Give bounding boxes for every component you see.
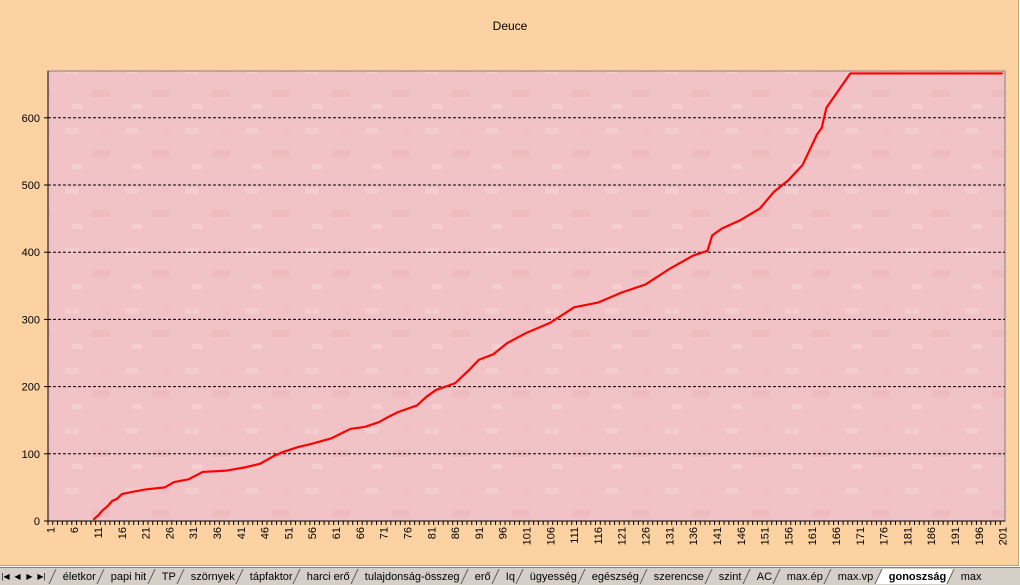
x-tick-label: 136 <box>688 527 700 545</box>
x-tick-label: 126 <box>641 527 653 545</box>
sheet-tab-label: TP <box>162 571 176 583</box>
plot-background <box>48 71 1005 521</box>
sheet-tab-label: AC <box>757 571 772 583</box>
x-tick-label: 56 <box>307 527 319 539</box>
sheet-tab[interactable]: papi hit <box>97 569 156 584</box>
sheet-tab-label: életkor <box>63 571 96 583</box>
x-tick-label: 21 <box>141 527 153 539</box>
sheet-tab-label: tulajdonság-összeg <box>365 571 460 583</box>
sheet-tab-label: szint <box>719 571 742 583</box>
x-tick-label: 176 <box>879 527 891 545</box>
x-tick-label: 1 <box>45 527 57 533</box>
x-tick-label: 96 <box>498 527 510 539</box>
x-tick-label: 66 <box>355 527 367 539</box>
sheet-tab-label: max.ép <box>787 571 823 583</box>
x-tick-label: 91 <box>474 527 486 539</box>
x-tick-label: 116 <box>593 527 605 545</box>
sheet-tab-label: ügyesség <box>530 571 577 583</box>
sheet-tab[interactable]: tápfaktor <box>235 569 302 584</box>
y-tick-label: 0 <box>34 516 40 528</box>
x-tick-label: 146 <box>736 527 748 545</box>
y-tick-label: 600 <box>22 113 40 125</box>
sheet-tab-label: gonoszság <box>889 571 946 583</box>
sheet-tab-label: Iq <box>506 571 515 583</box>
sheet-tab-label: max.vp <box>838 571 873 583</box>
x-tick-label: 151 <box>760 527 772 545</box>
prev-sheet-icon[interactable]: ◀ <box>12 570 23 584</box>
x-tick-label: 61 <box>331 527 343 539</box>
x-tick-label: 131 <box>664 527 676 545</box>
sheet-tab-label: szörnyek <box>191 571 235 583</box>
sheet-tab-label: erő <box>475 571 491 583</box>
sheet-tab-label: egészség <box>592 571 639 583</box>
x-tick-label: 86 <box>450 527 462 539</box>
sheet-tab[interactable]: max <box>947 569 992 584</box>
sheet-tab-label: harci erő <box>307 571 350 583</box>
x-tick-label: 101 <box>522 527 534 545</box>
x-tick-label: 191 <box>950 527 962 545</box>
x-tick-label: 51 <box>283 527 295 539</box>
sheet-tab[interactable]: ügyesség <box>516 569 587 584</box>
sheet-tab[interactable]: gonoszság <box>874 569 955 584</box>
sheet-tab[interactable]: szerencse <box>640 569 714 584</box>
x-tick-label: 166 <box>831 527 843 545</box>
sheet-tab-label: szerencse <box>654 571 704 583</box>
x-tick-label: 36 <box>212 527 224 539</box>
y-tick-label: 400 <box>22 247 40 259</box>
y-tick-label: 500 <box>22 180 40 192</box>
x-tick-label: 181 <box>902 527 914 545</box>
sheet-tab[interactable]: egészség <box>578 569 649 584</box>
sheet-tab-label: tápfaktor <box>250 571 293 583</box>
y-tick-label: 200 <box>22 382 40 394</box>
x-tick-label: 81 <box>426 527 438 539</box>
sheet-tab-label: papi hit <box>111 571 146 583</box>
x-tick-label: 196 <box>974 527 986 545</box>
x-tick-label: 201 <box>998 527 1010 545</box>
x-tick-label: 186 <box>926 527 938 545</box>
x-tick-label: 11 <box>93 527 105 538</box>
sheet-tab[interactable]: harci erő <box>293 569 360 584</box>
x-tick-label: 41 <box>236 527 248 539</box>
sheet-tab-bar: |◀ ◀ ▶ ▶| életkor papi hit TP szörnyek tápfa… <box>0 567 1020 585</box>
sheet-tab[interactable]: szörnyek <box>176 569 244 584</box>
first-sheet-icon[interactable]: |◀ <box>0 570 11 584</box>
x-tick-label: 171 <box>855 527 867 545</box>
x-tick-label: 156 <box>783 527 795 545</box>
x-tick-label: 46 <box>260 527 272 539</box>
sheet-tab[interactable]: tulajdonság-összeg <box>351 569 470 584</box>
x-tick-label: 6 <box>69 527 81 533</box>
next-sheet-icon[interactable]: ▶ <box>24 570 35 584</box>
x-tick-label: 31 <box>188 527 200 539</box>
sheet-tab-label: max <box>961 571 982 583</box>
x-tick-label: 111 <box>569 527 581 544</box>
x-tick-label: 141 <box>712 527 724 545</box>
x-tick-label: 121 <box>617 527 629 545</box>
x-tick-label: 106 <box>545 527 557 545</box>
x-tick-label: 16 <box>117 527 129 539</box>
x-tick-label: 76 <box>402 527 414 539</box>
y-tick-label: 100 <box>22 449 40 461</box>
x-tick-label: 26 <box>164 527 176 539</box>
x-tick-label: 71 <box>379 527 391 539</box>
x-tick-label: 161 <box>807 527 819 545</box>
last-sheet-icon[interactable]: ▶| <box>36 570 47 584</box>
y-tick-label: 300 <box>22 314 40 326</box>
